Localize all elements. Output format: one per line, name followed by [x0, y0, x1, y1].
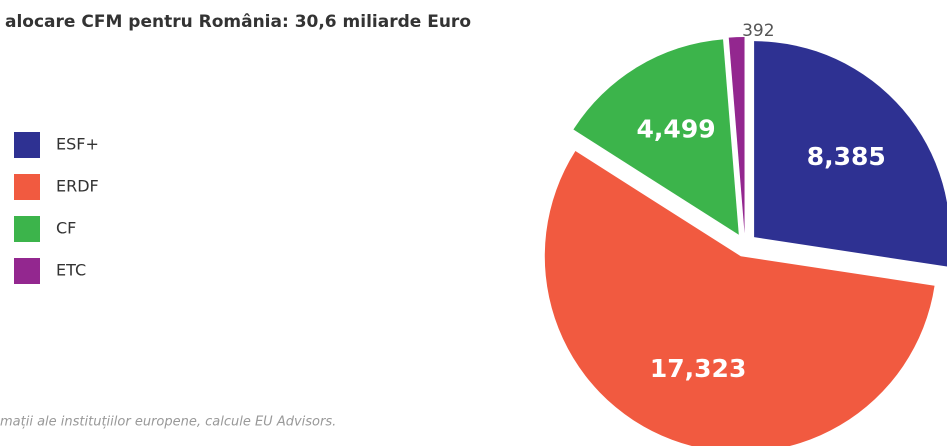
legend-label: ERDF [56, 177, 99, 196]
source-note: mații ale instituțiilor europene, calcul… [0, 415, 336, 430]
legend-swatch [14, 174, 40, 200]
legend-swatch [14, 258, 40, 284]
pie-slice [573, 39, 739, 235]
slice-label: 4,499 [637, 115, 716, 144]
chart-title: alocare CFM pentru România: 30,6 miliard… [5, 12, 471, 32]
pie-slice [728, 37, 745, 234]
legend-label: ESF+ [56, 135, 99, 154]
slice-label: 8,385 [807, 142, 886, 171]
slice-label: 392 [742, 21, 774, 41]
legend-label: ETC [56, 261, 86, 280]
legend-swatch [14, 132, 40, 158]
legend-label: CF [56, 219, 76, 238]
pie-slice [544, 151, 935, 446]
legend-swatch [14, 216, 40, 242]
slice-label: 17,323 [650, 354, 746, 383]
pie-slice [754, 41, 947, 267]
